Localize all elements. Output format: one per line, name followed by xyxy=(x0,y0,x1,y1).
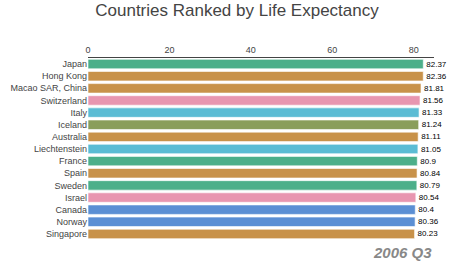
svg-text:60: 60 xyxy=(327,45,337,55)
svg-text:80.9: 80.9 xyxy=(420,157,436,166)
svg-text:81.11: 81.11 xyxy=(421,132,441,141)
svg-text:France: France xyxy=(59,156,87,166)
svg-text:2006 Q3: 2006 Q3 xyxy=(373,244,432,261)
svg-text:Italy: Italy xyxy=(70,108,87,118)
svg-text:Hong Kong: Hong Kong xyxy=(42,71,87,81)
svg-text:80: 80 xyxy=(409,45,419,55)
svg-text:Spain: Spain xyxy=(64,168,87,178)
svg-text:80.54: 80.54 xyxy=(419,193,440,202)
svg-text:40: 40 xyxy=(246,45,256,55)
svg-text:82.36: 82.36 xyxy=(426,72,447,81)
svg-text:Australia: Australia xyxy=(52,132,87,142)
svg-text:Singapore: Singapore xyxy=(46,229,87,239)
svg-text:80.23: 80.23 xyxy=(418,229,439,238)
svg-text:Switzerland: Switzerland xyxy=(40,96,87,106)
svg-text:Liechtenstein: Liechtenstein xyxy=(34,144,87,154)
svg-text:20: 20 xyxy=(164,45,174,55)
svg-text:Israel: Israel xyxy=(65,193,87,203)
svg-text:81.33: 81.33 xyxy=(422,108,443,117)
svg-text:82.37: 82.37 xyxy=(426,60,447,69)
svg-text:80.36: 80.36 xyxy=(418,217,439,226)
svg-text:Sweden: Sweden xyxy=(54,181,87,191)
svg-text:81.24: 81.24 xyxy=(422,120,443,129)
svg-text:0: 0 xyxy=(85,45,90,55)
svg-text:81.56: 81.56 xyxy=(423,96,444,105)
svg-text:Countries Ranked by Life Expec: Countries Ranked by Life Expectancy xyxy=(95,1,379,20)
svg-text:80.4: 80.4 xyxy=(418,205,434,214)
svg-text:81.81: 81.81 xyxy=(424,84,445,93)
svg-text:81.05: 81.05 xyxy=(421,145,442,154)
svg-text:80.79: 80.79 xyxy=(420,181,441,190)
svg-text:Macao SAR, China: Macao SAR, China xyxy=(10,83,87,93)
svg-text:Norway: Norway xyxy=(56,217,87,227)
svg-text:80.84: 80.84 xyxy=(420,169,441,178)
svg-text:Japan: Japan xyxy=(62,59,87,69)
svg-text:Iceland: Iceland xyxy=(58,120,87,130)
svg-text:Canada: Canada xyxy=(55,205,87,215)
